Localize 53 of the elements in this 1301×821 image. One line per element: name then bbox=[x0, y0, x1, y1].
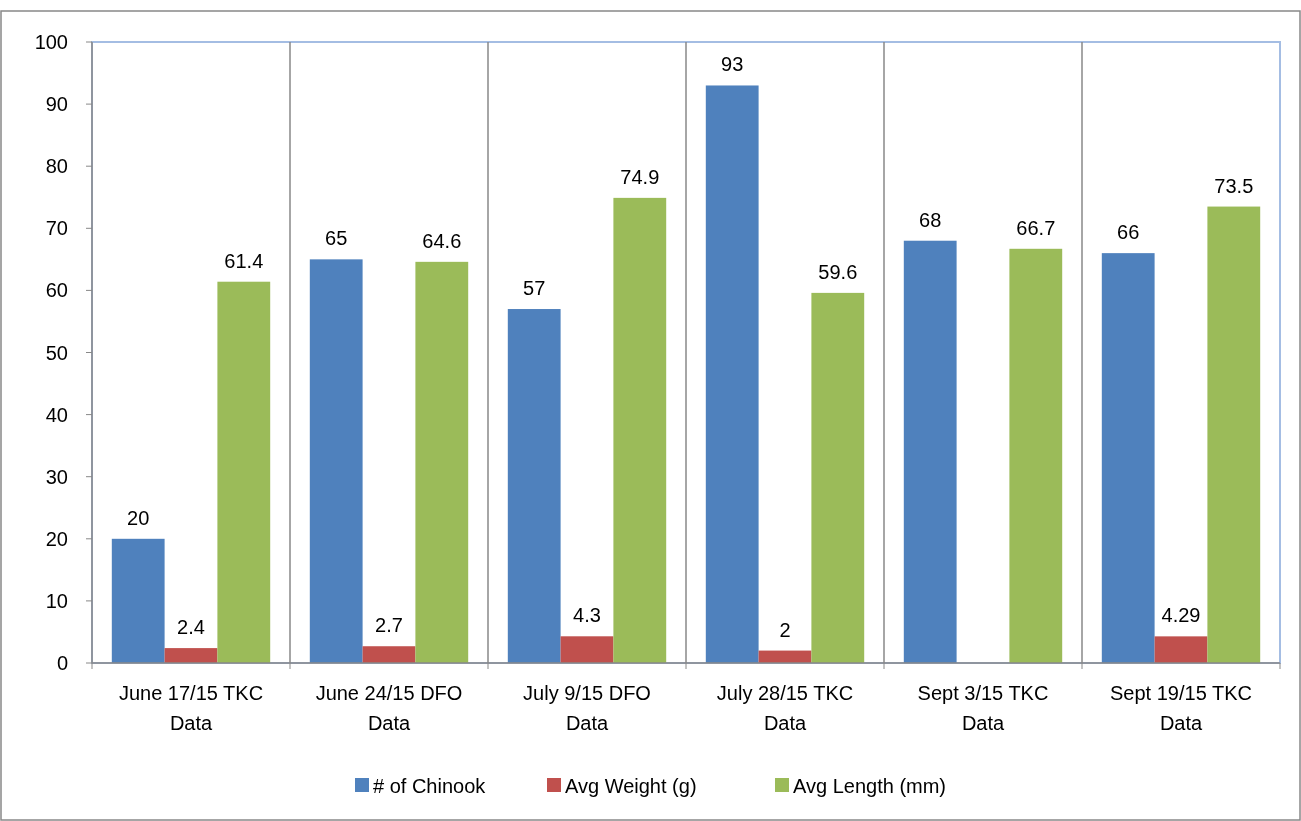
x-tick-label: June 17/15 TKC Data bbox=[118, 682, 264, 734]
bar bbox=[811, 292, 865, 663]
bar bbox=[1207, 206, 1261, 663]
x-tick-label: July 9/15 DFO Data bbox=[523, 682, 651, 734]
bar bbox=[507, 309, 561, 663]
bar bbox=[164, 648, 218, 663]
data-label: 65 bbox=[325, 227, 348, 250]
bar bbox=[1154, 636, 1208, 663]
x-tick-label: Sept 3/15 TKC Data bbox=[917, 682, 1049, 734]
data-label: 2 bbox=[779, 618, 791, 641]
bar bbox=[217, 281, 271, 663]
data-label: 93 bbox=[721, 53, 744, 76]
bar bbox=[111, 538, 165, 663]
data-label: 66.7 bbox=[1016, 216, 1056, 239]
data-label: 73.5 bbox=[1214, 174, 1254, 197]
data-label: 20 bbox=[127, 506, 150, 529]
x-tick-label: July 28/15 TKC Data bbox=[716, 682, 854, 734]
data-label: 2.7 bbox=[375, 614, 403, 637]
data-label: 4.29 bbox=[1161, 604, 1201, 627]
bar bbox=[309, 259, 363, 663]
y-tick-label: 0 bbox=[56, 652, 68, 674]
y-tick-label: 50 bbox=[45, 341, 68, 364]
x-tick-label: Sept 19/15 TKC Data bbox=[1110, 682, 1252, 734]
x-tick-label: June 24/15 DFO Data bbox=[315, 682, 463, 734]
legend-label: Avg Weight (g) bbox=[565, 775, 697, 797]
y-tick-label: 90 bbox=[45, 93, 68, 116]
legend-label: # of Chinook bbox=[373, 775, 487, 797]
y-tick-label: 100 bbox=[34, 31, 68, 53]
data-label: 68 bbox=[919, 208, 942, 231]
data-label: 57 bbox=[523, 277, 546, 300]
bar bbox=[1101, 253, 1155, 663]
y-tick-label: 60 bbox=[45, 279, 68, 302]
data-label: 74.9 bbox=[620, 165, 660, 188]
y-tick-label: 30 bbox=[45, 465, 68, 488]
bar bbox=[1009, 248, 1063, 663]
legend-label: Avg Length (mm) bbox=[793, 775, 947, 797]
bar bbox=[903, 240, 957, 663]
y-tick-label: 70 bbox=[45, 217, 68, 240]
data-label: 61.4 bbox=[224, 249, 264, 272]
y-tick-label: 40 bbox=[45, 403, 68, 426]
y-tick-label: 10 bbox=[45, 589, 68, 612]
data-label: 2.4 bbox=[177, 616, 205, 639]
y-tick-label: 80 bbox=[45, 155, 68, 178]
data-label: 64.6 bbox=[422, 229, 462, 252]
bar bbox=[415, 261, 469, 663]
bar bbox=[613, 197, 667, 663]
data-label: 66 bbox=[1117, 221, 1140, 244]
y-tick-label: 20 bbox=[45, 527, 68, 550]
data-label: 4.3 bbox=[573, 604, 601, 627]
bar bbox=[705, 85, 759, 663]
bar bbox=[560, 636, 614, 663]
data-label: 59.6 bbox=[818, 260, 858, 283]
bar bbox=[362, 646, 416, 663]
